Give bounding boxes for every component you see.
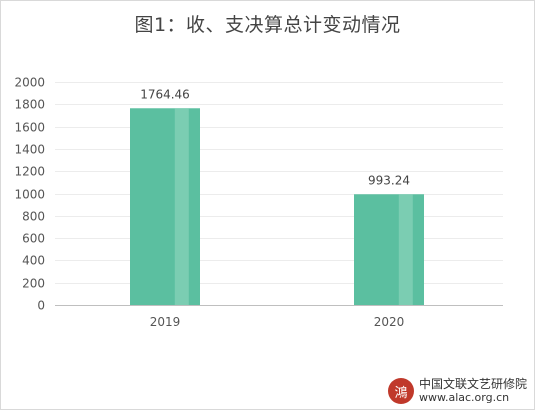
y-tick-label: 1400 xyxy=(14,143,45,157)
x-tick-label: 2020 xyxy=(374,315,405,329)
bar-body xyxy=(354,194,424,305)
watermark-org: 中国文联文艺研修院 xyxy=(418,377,527,391)
gridlines xyxy=(55,82,503,284)
y-tick-label: 1800 xyxy=(14,98,45,112)
y-tick-label: 2000 xyxy=(14,76,45,90)
labels: 0 200 400 600 800 1000 1200 1400 1600 1800 2000 176… xyxy=(14,76,410,330)
seal-logo-icon: 鴻 xyxy=(387,378,414,404)
bar-2020 xyxy=(354,194,424,305)
y-tick-label: 800 xyxy=(22,210,45,224)
bar-body xyxy=(130,108,200,305)
data-label: 1764.46 xyxy=(140,87,190,101)
y-tick-label: 1200 xyxy=(14,165,45,179)
y-tick-label: 1000 xyxy=(14,188,45,202)
y-tick-label: 600 xyxy=(22,232,45,246)
bar-2019 xyxy=(130,108,200,305)
y-tick-label: 400 xyxy=(22,254,45,268)
bar-highlight xyxy=(398,194,413,305)
watermark-url: www.alac.org.cn xyxy=(418,391,510,404)
watermark-text: 中国文联文艺研修院 www.alac.org.cn xyxy=(419,377,527,405)
watermark: 鴻 中国文联文艺研修院 www.alac.org.cn xyxy=(387,377,527,405)
x-tick-label: 2019 xyxy=(150,315,181,329)
y-tick-label: 1600 xyxy=(14,121,45,135)
y-tick-label: 0 xyxy=(37,299,45,313)
data-label: 993.24 xyxy=(368,173,410,187)
chart-title: 图1：收、支决算总计变动情况 xyxy=(134,14,401,36)
bars xyxy=(130,108,424,305)
bar-highlight xyxy=(174,108,189,305)
y-tick-label: 200 xyxy=(22,277,45,291)
